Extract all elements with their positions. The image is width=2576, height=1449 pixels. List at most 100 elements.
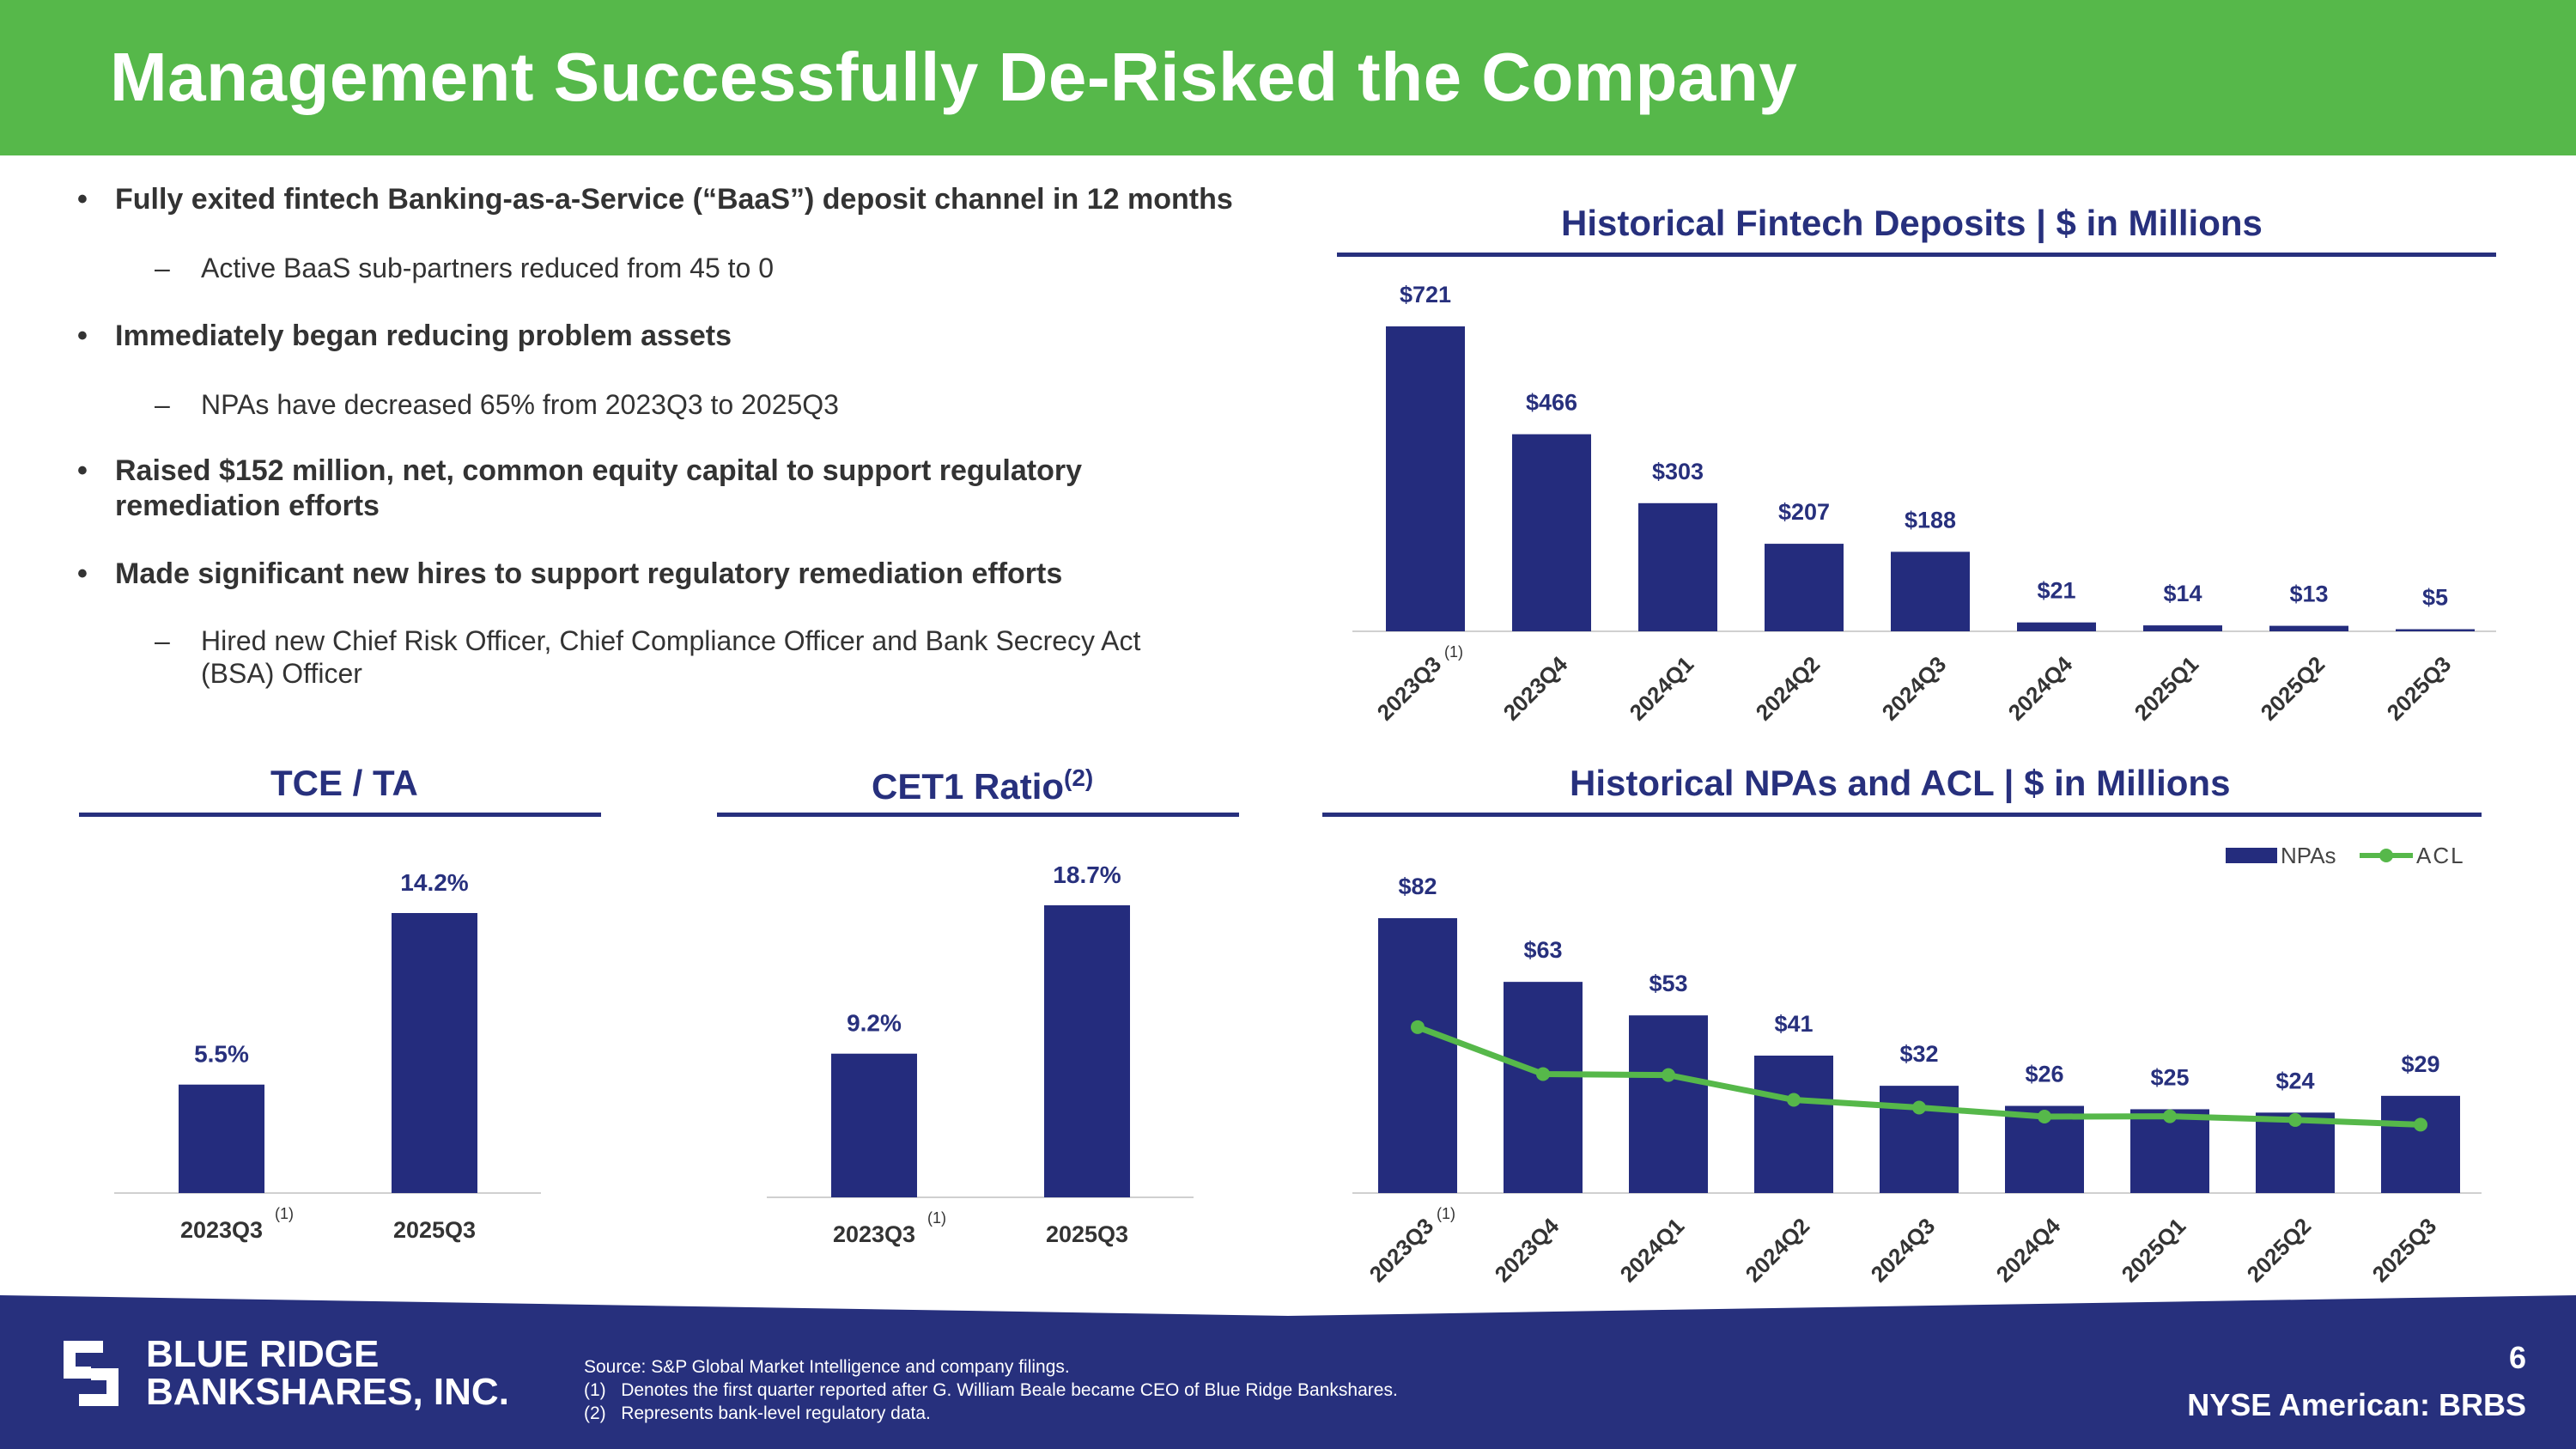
- acl-point-2024Q1: [1662, 1068, 1675, 1082]
- footnotes: Source: S&P Global Market Intelligence a…: [584, 1355, 1398, 1425]
- footnote-mark-2023Q3: (1): [1444, 643, 1463, 661]
- bar-2024Q2: [1754, 1056, 1833, 1193]
- tick-label-2023Q4: 2023Q4: [1490, 1213, 1564, 1288]
- tce-chart-title: TCE / TA: [270, 763, 418, 803]
- tick-label-2025Q2: 2025Q2: [2242, 1213, 2317, 1288]
- tick-label-2025Q3: 2025Q3: [393, 1217, 476, 1243]
- tick-label-2024Q2: 2024Q2: [1741, 1213, 1815, 1288]
- data-label-2023Q3: $721: [1400, 282, 1451, 307]
- acl-point-2024Q2: [1787, 1093, 1801, 1107]
- bar-2025Q3: [1044, 905, 1130, 1197]
- footer: BLUE RIDGE BANKSHARES, INC. Source: S&P …: [0, 1288, 2576, 1449]
- tick-label-2025Q3: 2025Q3: [1046, 1221, 1128, 1247]
- cet1-title-text: CET1 Ratio: [872, 766, 1065, 807]
- bar-2025Q1: [2130, 1109, 2209, 1193]
- data-label-2024Q1: $303: [1652, 459, 1704, 484]
- page-title: Management Successfully De-Risked the Co…: [110, 39, 1798, 115]
- bar-2024Q3: [1891, 551, 1970, 631]
- logo-name-line2: BANKSHARES, INC.: [146, 1371, 509, 1413]
- dash-icon: –: [155, 389, 170, 420]
- bullet-list: • Fully exited fintech Banking-as-a-Serv…: [77, 182, 1271, 690]
- tick-label-2024Q1: 2024Q1: [1615, 1213, 1690, 1288]
- bar-2024Q2: [1765, 544, 1844, 631]
- tick-label-2023Q3: 2023Q3: [1364, 1213, 1439, 1288]
- data-label-2023Q3: 5.5%: [194, 1041, 249, 1068]
- footnote-1: (1) Denotes the first quarter reported a…: [584, 1379, 1398, 1402]
- data-label-2023Q4: $63: [1523, 937, 1562, 963]
- bullet-dot-icon: •: [77, 557, 88, 590]
- source-note: Source: S&P Global Market Intelligence a…: [584, 1357, 1070, 1377]
- bar-2023Q3: [1386, 326, 1465, 631]
- legend-acl-label: ACL: [2416, 843, 2465, 868]
- data-label-2025Q3: 14.2%: [400, 869, 468, 896]
- bar-2025Q3: [2381, 1095, 2460, 1193]
- bar-2024Q4: [2017, 622, 2096, 631]
- dash-icon: –: [155, 253, 170, 283]
- acl-point-2023Q4: [1536, 1067, 1550, 1081]
- data-label-2024Q2: $41: [1774, 1011, 1813, 1037]
- page-number: 6: [2508, 1340, 2526, 1375]
- bar-2025Q3: [392, 913, 477, 1193]
- bullet-2: • Immediately began reducing problem ass…: [77, 319, 1271, 354]
- bar-2023Q3: [1378, 918, 1457, 1193]
- sub-bullet-4: – Hired new Chief Risk Officer, Chief Co…: [77, 624, 1219, 690]
- bar-2025Q3: [2396, 629, 2475, 631]
- legend-npas-label: NPAs: [2281, 843, 2336, 868]
- bar-2024Q1: [1629, 1015, 1708, 1193]
- acl-point-2025Q3: [2414, 1117, 2427, 1132]
- data-label-2025Q3: 18.7%: [1053, 861, 1121, 888]
- bullet-dot-icon: •: [77, 183, 88, 216]
- bullet-4: • Made significant new hires to support …: [77, 557, 1271, 592]
- npa-chart-title: Historical NPAs and ACL | $ in Millions: [1570, 763, 2231, 803]
- dash-icon: –: [155, 625, 170, 656]
- data-label-2025Q3: $29: [2401, 1051, 2439, 1077]
- footer-background: [0, 1295, 2576, 1449]
- legend-npas-swatch: [2226, 848, 2277, 863]
- footnote-1-text: Denotes the first quarter reported after…: [621, 1380, 1398, 1400]
- tick-label-2025Q3: 2025Q3: [2367, 1213, 2442, 1288]
- bar-2023Q4: [1512, 434, 1591, 631]
- cet1-chart-title: CET1 Ratio(2): [872, 764, 1093, 807]
- data-label-2024Q3: $32: [1899, 1041, 1938, 1067]
- npa-acl-chart: $82 2023Q3(1) $63 2023Q4 $53 2024Q1 $41 2024Q2 $…: [1352, 843, 2482, 1288]
- tick-label-2023Q3: 2023Q3: [180, 1217, 263, 1243]
- footnote-mark-2023Q3: (1): [1437, 1205, 1455, 1222]
- footnote-2-text: Represents bank-level regulatory data.: [621, 1403, 931, 1423]
- data-label-2024Q4: $26: [2025, 1062, 2063, 1087]
- sub-bullet-2: – NPAs have decreased 65% from 2023Q3 to…: [77, 388, 1271, 421]
- ticker-symbol: NYSE American: BRBS: [2187, 1387, 2526, 1422]
- sub-bullet-4-text: Hired new Chief Risk Officer, Chief Comp…: [201, 625, 1141, 689]
- npa-title-rule: [1322, 813, 2482, 817]
- acl-point-2025Q2: [2288, 1112, 2302, 1127]
- bullet-dot-icon: •: [77, 454, 88, 487]
- fintech-title-rule: [1337, 253, 2496, 257]
- tick-label-2025Q1: 2025Q1: [2117, 1213, 2191, 1288]
- bar-2023Q4: [1504, 982, 1583, 1193]
- logo-name-line1: BLUE RIDGE: [146, 1333, 380, 1375]
- bullet-4-text: Made significant new hires to support re…: [115, 557, 1063, 590]
- acl-point-2025Q1: [2163, 1109, 2177, 1123]
- data-label-2023Q4: $466: [1526, 390, 1577, 416]
- acl-point-2024Q4: [2038, 1110, 2051, 1124]
- bullet-1: • Fully exited fintech Banking-as-a-Serv…: [77, 182, 1271, 217]
- acl-point-2023Q3: [1411, 1020, 1425, 1034]
- bar-2025Q1: [2143, 625, 2222, 631]
- data-label-2025Q3: $5: [2422, 585, 2448, 611]
- footnote-mark-2023Q3: (1): [927, 1209, 946, 1227]
- acl-point-2024Q3: [1912, 1100, 1926, 1115]
- data-label-2025Q1: $14: [2163, 581, 2202, 606]
- data-label-2025Q2: $24: [2275, 1068, 2314, 1093]
- tce-ta-chart: 5.5% 2023Q3 (1) 14.2% 2025Q3: [114, 869, 541, 1243]
- fintech-chart-title: Historical Fintech Deposits | $ in Milli…: [1561, 203, 2263, 243]
- sub-bullet-1-text: Active BaaS sub-partners reduced from 45…: [201, 253, 775, 283]
- title-banner: Management Successfully De-Risked the Co…: [0, 0, 2576, 155]
- cet1-title-rule: [717, 813, 1239, 817]
- data-label-2024Q4: $21: [2037, 578, 2075, 604]
- cet1-title-footnote: (2): [1064, 764, 1094, 791]
- footnote-1-mark: (1): [584, 1380, 606, 1400]
- fintech-deposits-chart: $7212023Q3(1)$4662023Q4$3032024Q1$207202…: [1352, 282, 2496, 726]
- bullet-3: • Raised $152 million, net, common equit…: [77, 454, 1219, 524]
- footnote-2-mark: (2): [584, 1403, 606, 1423]
- data-label-2023Q3: $82: [1398, 874, 1437, 899]
- data-label-2025Q1: $25: [2150, 1064, 2189, 1090]
